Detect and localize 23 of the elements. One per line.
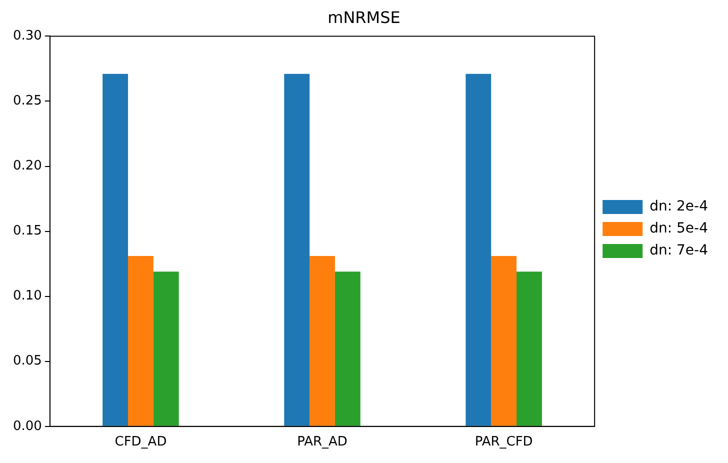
y-tick-label: 0.25 xyxy=(12,94,42,109)
y-tick-label: 0.30 xyxy=(12,28,42,44)
bar xyxy=(491,256,517,426)
y-tick-label: 0.20 xyxy=(12,158,42,174)
bar xyxy=(284,74,310,426)
bar xyxy=(516,272,542,426)
y-tick-label: 0.00 xyxy=(12,418,42,434)
x-tick-label: CFD_AD xyxy=(114,434,167,450)
chart-title: mNRMSE xyxy=(328,8,400,27)
x-tick-label: PAR_AD xyxy=(297,434,348,450)
y-tick-label: 0.05 xyxy=(12,354,42,369)
bar xyxy=(334,272,360,426)
bar xyxy=(153,272,179,426)
legend-label: dn: 2e-4 xyxy=(650,198,708,215)
bar xyxy=(310,256,335,426)
legend-label: dn: 5e-4 xyxy=(650,220,708,237)
legend-label: dn: 7e-4 xyxy=(650,242,708,259)
bar xyxy=(128,256,154,426)
y-tick-label: 0.10 xyxy=(12,288,42,304)
bar xyxy=(102,74,128,426)
x-tick-label: PAR_CFD xyxy=(474,434,533,450)
y-tick-label: 0.15 xyxy=(12,224,42,239)
bar xyxy=(466,74,492,426)
